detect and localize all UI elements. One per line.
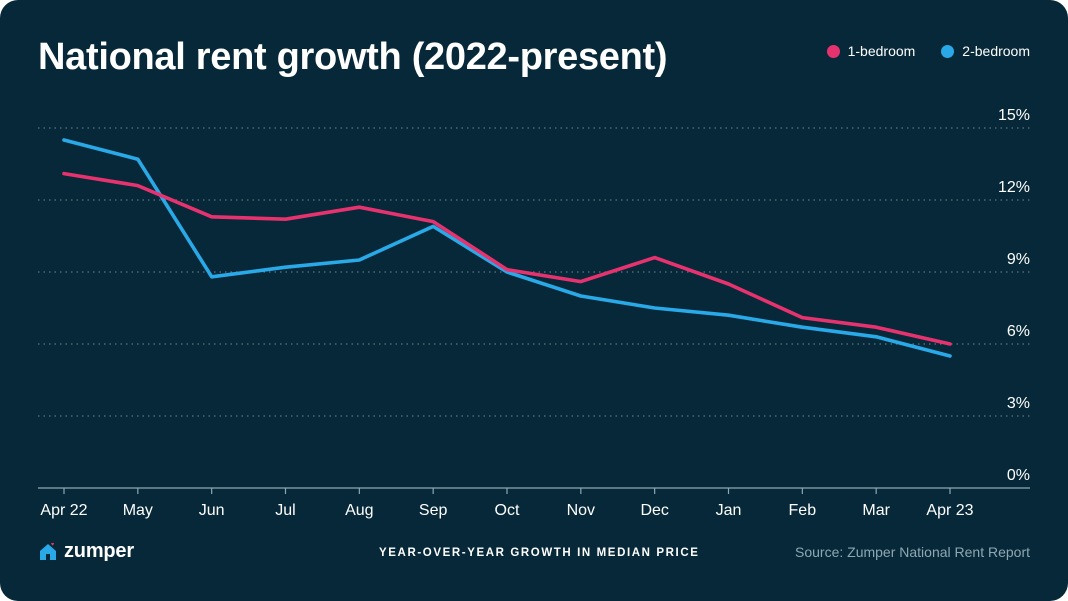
chart-title: National rent growth (2022-present) [38, 36, 668, 78]
series-line-2-bedroom [62, 138, 952, 358]
x-tick-label-7: Nov [567, 502, 595, 519]
x-tick-label-10: Feb [789, 502, 817, 519]
x-tick-label-1: May [123, 502, 153, 519]
y-tick-label-0: 0% [1007, 467, 1030, 484]
x-tick-label-8: Dec [640, 502, 668, 519]
source-note: Source: Zumper National Rent Report [795, 544, 1030, 560]
x-tick-label-6: Oct [495, 502, 520, 519]
legend-dot-1-bedroom [826, 44, 840, 58]
brand: zumper [38, 540, 134, 563]
y-tick-label-6: 6% [1007, 323, 1030, 340]
x-tick-label-9: Jan [716, 502, 742, 519]
legend: 1-bedroom 2-bedroom [826, 43, 1030, 59]
legend-item-1-bedroom: 1-bedroom [826, 43, 916, 59]
legend-item-2-bedroom: 2-bedroom [941, 43, 1030, 59]
x-tick-label-0: Apr 22 [40, 502, 87, 519]
x-tick-label-11: Mar [862, 502, 890, 519]
series-line-1-bedroom [62, 171, 952, 346]
y-tick-label-3: 3% [1007, 395, 1030, 412]
y-tick-label-12: 12% [998, 179, 1030, 196]
x-tick-label-4: Aug [345, 502, 373, 519]
legend-label-1-bedroom: 1-bedroom [847, 43, 916, 59]
x-tick-label-12: Apr 23 [926, 502, 973, 519]
x-tick-label-2: Jun [199, 502, 225, 519]
legend-dot-2-bedroom [941, 44, 955, 58]
chart-subtitle: YEAR-OVER-YEAR GROWTH IN MEDIAN PRICE [379, 547, 700, 559]
legend-label-2-bedroom: 2-bedroom [962, 43, 1030, 59]
y-tick-label-15: 15% [998, 107, 1030, 124]
x-tick-label-5: Sep [419, 502, 448, 519]
house-heart-icon [40, 542, 56, 560]
x-tick-label-3: Jul [275, 502, 295, 519]
y-tick-label-9: 9% [1007, 251, 1030, 268]
brand-name: zumper [64, 540, 134, 562]
